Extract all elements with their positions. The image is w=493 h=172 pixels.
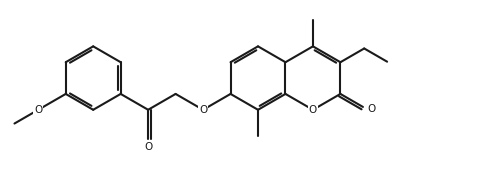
Text: O: O — [34, 105, 42, 115]
Text: O: O — [199, 105, 207, 115]
Text: O: O — [309, 105, 317, 115]
Text: O: O — [144, 142, 152, 152]
Text: O: O — [367, 104, 376, 114]
